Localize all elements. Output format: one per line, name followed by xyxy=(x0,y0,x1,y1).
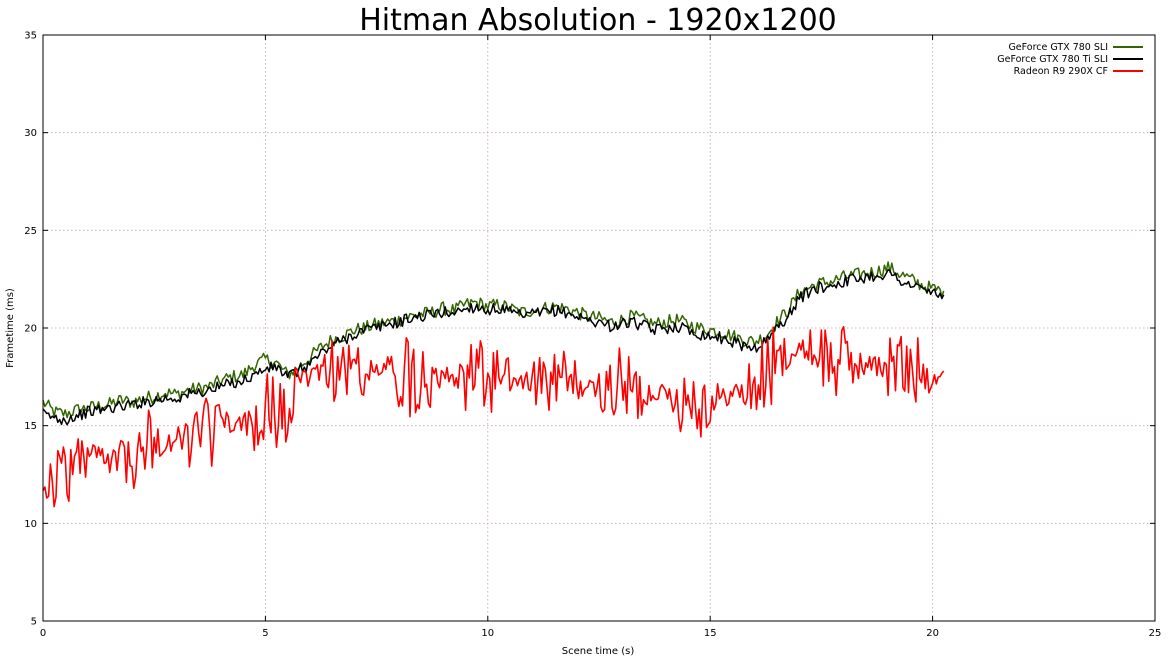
series-layer xyxy=(42,261,945,508)
y-tick-label: 35 xyxy=(24,31,37,42)
grid-lines xyxy=(43,35,1155,621)
y-tick-label: 30 xyxy=(24,128,37,139)
x-tick-label: 10 xyxy=(481,628,494,639)
y-tick-label: 5 xyxy=(31,617,37,628)
legend-label: GeForce GTX 780 Ti SLI xyxy=(997,54,1108,65)
y-tick-label: 10 xyxy=(24,519,37,530)
y-tick-label: 20 xyxy=(24,324,37,335)
x-tick-label: 5 xyxy=(262,628,268,639)
series-line-3 xyxy=(42,325,945,508)
series-line-1 xyxy=(42,261,945,419)
y-tick-label: 15 xyxy=(24,421,37,432)
x-axis-label: Scene time (s) xyxy=(562,646,635,657)
x-tick-label: 20 xyxy=(926,628,939,639)
legend-label: Radeon R9 290X CF xyxy=(1014,66,1108,77)
x-tick-label: 0 xyxy=(40,628,46,639)
series-line-2 xyxy=(42,269,945,426)
x-tick-label: 15 xyxy=(704,628,717,639)
y-tick-label: 25 xyxy=(24,226,37,237)
chart-title: Hitman Absolution - 1920x1200 xyxy=(359,3,837,38)
legend-label: GeForce GTX 780 SLI xyxy=(1008,42,1108,53)
y-axis-label: Frametime (ms) xyxy=(5,288,16,368)
x-tick-label: 25 xyxy=(1149,628,1162,639)
